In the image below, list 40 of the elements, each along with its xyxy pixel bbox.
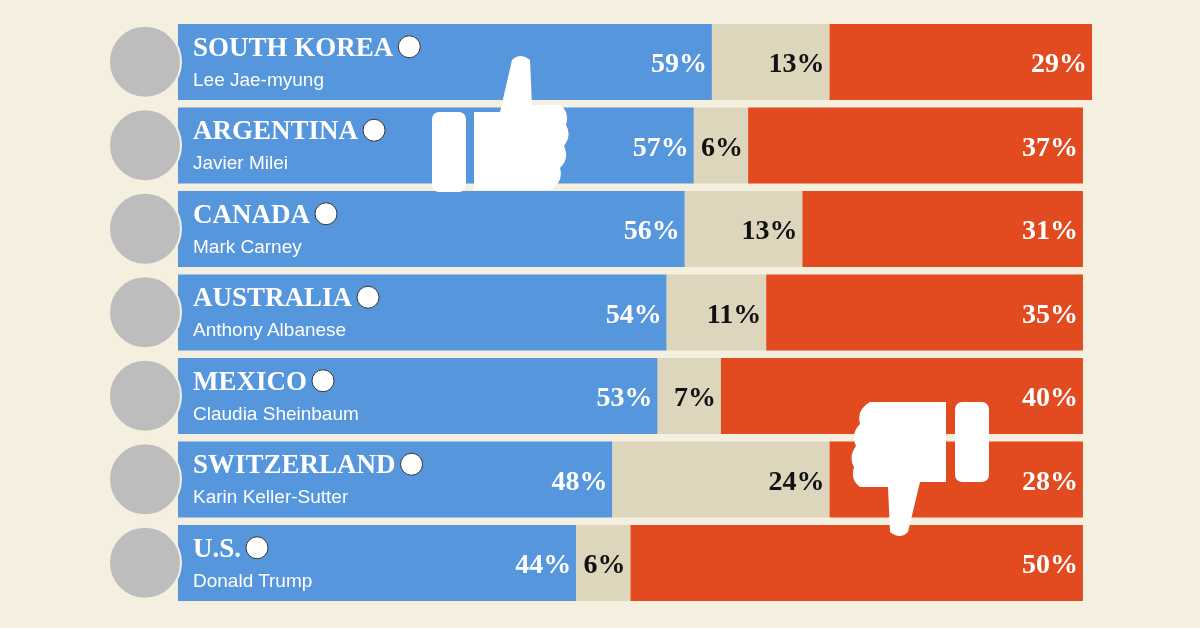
data-label: 56% xyxy=(623,214,680,245)
data-label: 40% xyxy=(1021,381,1078,412)
data-label: 54% xyxy=(605,297,662,329)
data-label: 13% xyxy=(741,214,798,245)
y-tick-label: MEXICO Claudia Sheinbaum xyxy=(193,365,359,424)
bar xyxy=(576,525,631,601)
data-label: 11% xyxy=(706,297,762,329)
data-label: 6% xyxy=(583,548,626,579)
data-label: 13% xyxy=(768,47,825,78)
bar xyxy=(612,441,830,518)
data-label: 6% xyxy=(701,130,744,162)
bar xyxy=(684,191,803,267)
bar xyxy=(829,24,1092,100)
data-label: 24% xyxy=(768,464,825,496)
data-label: 31% xyxy=(1021,214,1078,245)
y-tick-label: U.S. Donald Trump xyxy=(193,532,313,591)
y-tick-label: SOUTH KOREA Lee Jae-myung xyxy=(193,31,394,90)
data-label: 48% xyxy=(551,464,608,496)
y-tick-label: SWITZERLAND Karin Keller-Sutter xyxy=(193,449,396,508)
data-label: 57% xyxy=(632,130,689,162)
bar xyxy=(666,274,767,351)
bar xyxy=(693,107,749,184)
bar xyxy=(766,274,1083,351)
data-label: 53% xyxy=(596,381,653,412)
bar xyxy=(711,24,830,100)
data-label: 28% xyxy=(1021,464,1078,496)
bar xyxy=(802,191,1083,267)
bar xyxy=(748,107,1083,184)
data-label: 7% xyxy=(673,381,716,412)
y-tick-label: AUSTRALIA Anthony Albanese xyxy=(193,282,353,341)
bar xyxy=(657,358,721,434)
bar xyxy=(630,525,1083,601)
y-tick-label: CANADA Mark Carney xyxy=(193,198,311,257)
data-label: 37% xyxy=(1021,130,1078,162)
y-tick-label: ARGENTINA Javier Milei xyxy=(193,115,359,174)
data-label: 44% xyxy=(515,548,572,579)
data-label: 59% xyxy=(650,47,707,78)
data-label: 35% xyxy=(1021,297,1078,329)
data-label: 29% xyxy=(1031,47,1087,78)
data-label: 50% xyxy=(1021,548,1078,579)
